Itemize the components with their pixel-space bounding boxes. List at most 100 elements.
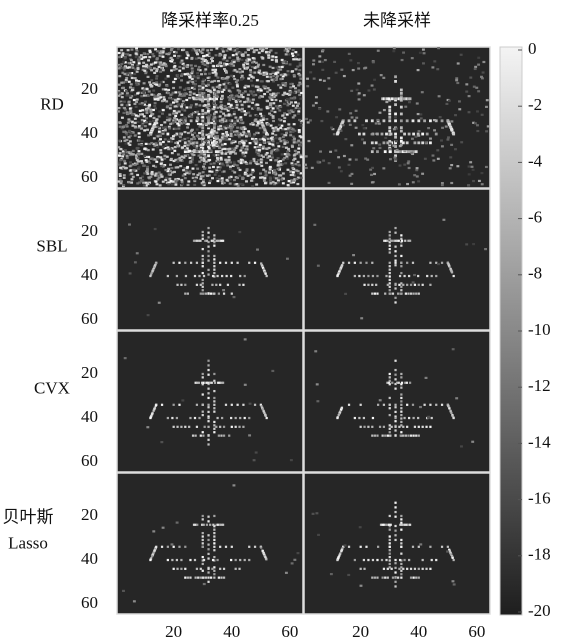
pixel	[394, 255, 396, 257]
pixel	[384, 435, 386, 437]
pixel	[120, 49, 123, 51]
pixel	[213, 428, 215, 430]
pixel	[476, 130, 479, 132]
pixel	[371, 119, 374, 122]
pixel	[455, 397, 458, 399]
pixel	[283, 120, 286, 122]
pixel	[297, 103, 300, 105]
pixel	[215, 132, 218, 134]
pixel	[289, 86, 292, 88]
pixel	[286, 98, 289, 100]
pixel	[472, 169, 475, 171]
pixel	[450, 144, 453, 146]
pixel	[269, 168, 272, 170]
pixel	[393, 128, 396, 130]
pixel	[174, 142, 177, 144]
pixel	[292, 105, 295, 107]
pixel	[206, 89, 209, 91]
pixel	[407, 162, 410, 164]
pixel	[309, 71, 312, 73]
pixel	[353, 119, 356, 122]
pixel	[146, 426, 149, 428]
pixel	[249, 142, 252, 144]
pixel	[358, 133, 361, 136]
pixel	[120, 180, 123, 182]
pixel	[173, 568, 175, 570]
pixel	[283, 112, 286, 114]
pixel	[191, 57, 194, 59]
pixel	[259, 172, 262, 174]
pixel	[210, 131, 213, 133]
pixel	[145, 112, 148, 114]
pixel	[156, 146, 159, 148]
pixel	[136, 147, 139, 149]
pixel	[422, 48, 425, 50]
pixel	[269, 180, 272, 182]
pixel	[189, 91, 192, 93]
pixel	[371, 293, 373, 295]
pixel	[375, 133, 378, 135]
pixel	[221, 48, 224, 50]
pixel	[384, 150, 387, 153]
pixel	[148, 65, 151, 67]
pixel	[156, 68, 159, 70]
pixel	[147, 59, 150, 61]
pixel	[213, 234, 215, 236]
pixel	[199, 90, 202, 92]
pixel	[145, 143, 148, 145]
pixel	[271, 59, 274, 61]
pixel	[389, 262, 391, 264]
pixel	[417, 119, 420, 122]
pixel	[188, 426, 190, 428]
pixel	[224, 54, 227, 56]
pixel	[186, 106, 189, 108]
pixel	[202, 55, 205, 57]
pixel	[392, 50, 395, 52]
pixel	[400, 255, 402, 257]
pixel	[363, 133, 366, 136]
pixel	[238, 92, 241, 94]
pixel	[394, 259, 396, 261]
pixel	[299, 62, 302, 64]
pixel	[203, 275, 205, 277]
row-label: Lasso	[8, 533, 48, 552]
pixel	[295, 107, 298, 109]
pixel	[299, 78, 302, 80]
pixel	[210, 122, 213, 124]
pixel	[400, 566, 402, 568]
pixel	[282, 61, 285, 63]
pixel	[226, 76, 229, 78]
pixel	[226, 179, 229, 181]
pixel	[178, 70, 181, 72]
pixel	[150, 110, 153, 112]
pixel	[140, 144, 143, 146]
pixel	[221, 275, 223, 277]
pixel	[394, 506, 396, 508]
pixel	[279, 87, 282, 89]
pixel	[202, 171, 205, 173]
pixel	[141, 125, 144, 127]
pixel	[297, 552, 300, 554]
pixel	[394, 559, 396, 561]
pixel	[174, 91, 177, 93]
pixel	[158, 302, 161, 304]
pixel	[441, 546, 443, 548]
pixel	[200, 435, 202, 437]
pixel	[392, 145, 395, 147]
pixel	[207, 388, 209, 390]
pixel	[336, 275, 338, 277]
pixel	[319, 79, 322, 81]
pixel	[187, 577, 189, 579]
pixel	[155, 122, 158, 124]
pixel	[136, 98, 139, 100]
pixel	[288, 112, 291, 114]
pixel	[279, 84, 282, 86]
pixel	[185, 57, 188, 59]
pixel	[276, 75, 279, 77]
pixel	[196, 426, 198, 428]
pixel	[344, 544, 347, 546]
pixel	[176, 161, 179, 163]
pixel	[219, 139, 222, 141]
pixel	[244, 417, 246, 419]
pixel	[174, 78, 177, 80]
